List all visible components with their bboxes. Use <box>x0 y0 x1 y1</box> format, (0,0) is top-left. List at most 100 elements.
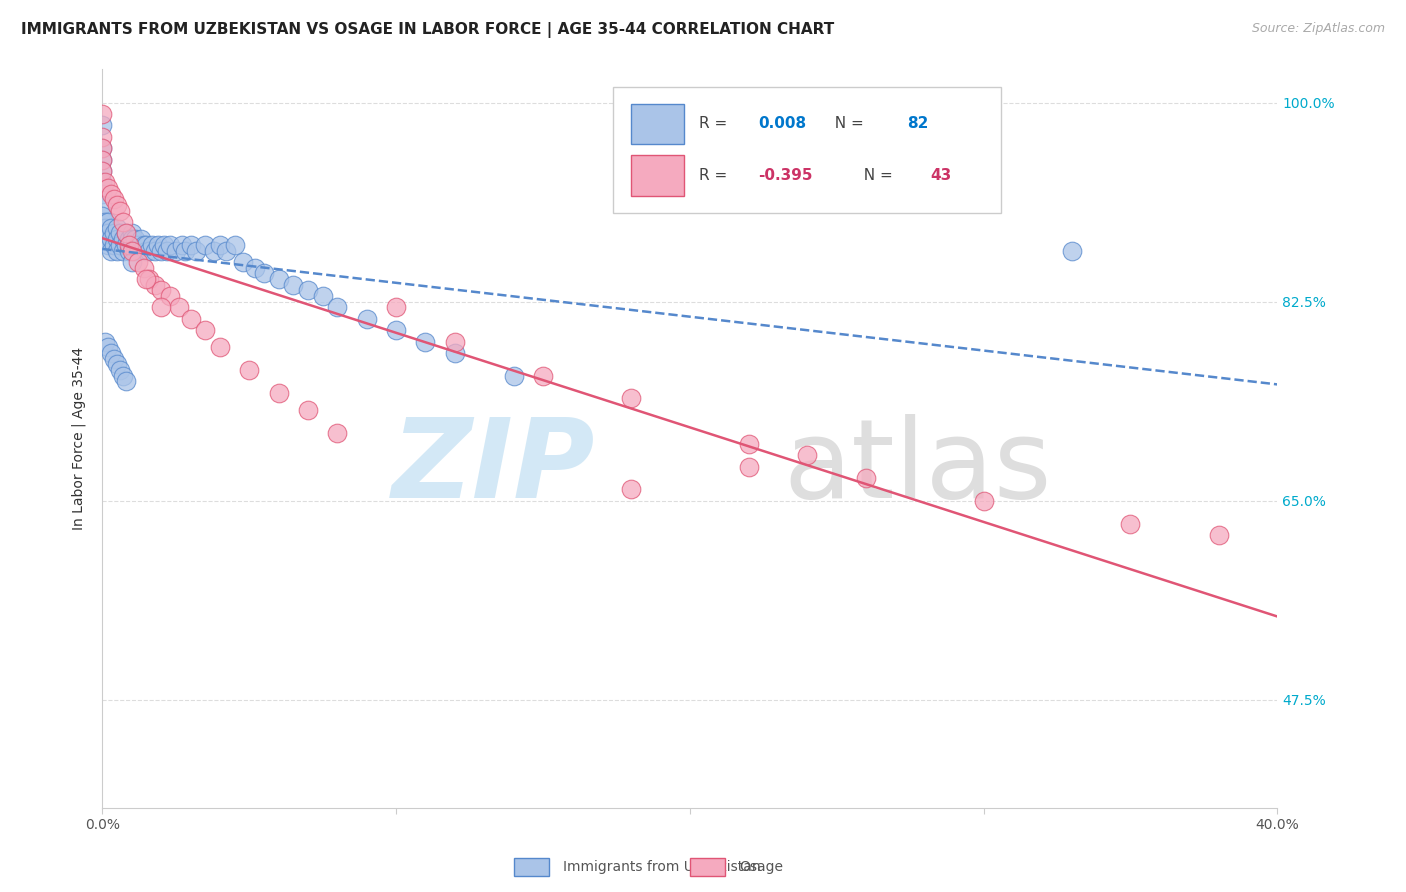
Point <box>100 186 122 201</box>
Point <box>796 448 818 462</box>
Point <box>620 483 643 497</box>
Point <box>167 301 190 315</box>
Point <box>165 244 187 258</box>
Text: 43: 43 <box>931 169 952 183</box>
Point <box>326 301 349 315</box>
Point <box>108 227 131 241</box>
Point <box>135 244 157 258</box>
Text: 0.008: 0.008 <box>758 117 806 131</box>
Point <box>243 260 266 275</box>
Point <box>111 368 134 383</box>
Point <box>111 215 134 229</box>
Point <box>108 363 131 377</box>
Point <box>100 220 122 235</box>
Point <box>108 203 131 218</box>
Point <box>224 237 246 252</box>
Point <box>103 351 125 366</box>
Point <box>121 227 143 241</box>
Point <box>91 210 114 224</box>
Point <box>153 237 176 252</box>
Point <box>141 237 163 252</box>
Point <box>91 129 114 144</box>
Point <box>127 237 149 252</box>
Point <box>100 346 122 360</box>
Point <box>91 107 114 121</box>
Point <box>194 323 217 337</box>
Text: ZIP: ZIP <box>392 414 596 521</box>
FancyBboxPatch shape <box>631 103 683 145</box>
Point <box>855 471 877 485</box>
Point <box>312 289 335 303</box>
FancyBboxPatch shape <box>613 87 1001 212</box>
Point <box>118 244 141 258</box>
Point <box>1060 244 1083 258</box>
Point <box>115 237 138 252</box>
Text: Immigrants from Uzbekistan: Immigrants from Uzbekistan <box>562 860 761 874</box>
Point <box>124 232 146 246</box>
Point <box>115 375 138 389</box>
Point <box>173 244 195 258</box>
Point <box>91 153 114 167</box>
Point <box>97 181 120 195</box>
Point <box>94 220 117 235</box>
Point <box>91 119 114 133</box>
Point <box>97 215 120 229</box>
Point <box>156 244 179 258</box>
Point <box>91 164 114 178</box>
Point <box>444 346 467 360</box>
Point <box>159 289 181 303</box>
Point <box>385 323 408 337</box>
Text: atlas: atlas <box>783 414 1052 521</box>
Point <box>97 340 120 354</box>
Point <box>105 244 128 258</box>
Point <box>100 232 122 246</box>
Point <box>94 227 117 241</box>
Point <box>94 215 117 229</box>
Point <box>202 244 225 258</box>
Point <box>91 198 114 212</box>
Point <box>115 227 138 241</box>
Text: N =: N = <box>855 169 898 183</box>
Text: R =: R = <box>699 169 733 183</box>
Text: -0.395: -0.395 <box>758 169 813 183</box>
Point <box>267 272 290 286</box>
Point <box>297 402 319 417</box>
Point <box>118 237 141 252</box>
Point <box>105 357 128 371</box>
Point <box>124 244 146 258</box>
Point <box>111 232 134 246</box>
Point <box>502 368 524 383</box>
Point <box>105 198 128 212</box>
Point <box>105 220 128 235</box>
Point <box>1119 516 1142 531</box>
Point <box>118 232 141 246</box>
Point <box>170 237 193 252</box>
Point <box>326 425 349 440</box>
Point <box>267 385 290 400</box>
FancyBboxPatch shape <box>631 155 683 196</box>
Point <box>91 153 114 167</box>
Point <box>121 237 143 252</box>
Point <box>132 260 155 275</box>
Point <box>973 493 995 508</box>
Point <box>1208 528 1230 542</box>
Point <box>121 255 143 269</box>
Point <box>148 237 170 252</box>
Point <box>129 232 152 246</box>
Point <box>94 175 117 189</box>
Point <box>283 277 305 292</box>
Point <box>121 244 143 258</box>
Point <box>737 437 759 451</box>
Point <box>115 227 138 241</box>
Point <box>444 334 467 349</box>
Point <box>108 237 131 252</box>
Point <box>143 244 166 258</box>
Point <box>91 164 114 178</box>
Point <box>138 272 160 286</box>
Point <box>208 237 231 252</box>
Point <box>132 237 155 252</box>
Point <box>150 301 173 315</box>
Point <box>159 237 181 252</box>
Point <box>143 277 166 292</box>
Point <box>100 244 122 258</box>
